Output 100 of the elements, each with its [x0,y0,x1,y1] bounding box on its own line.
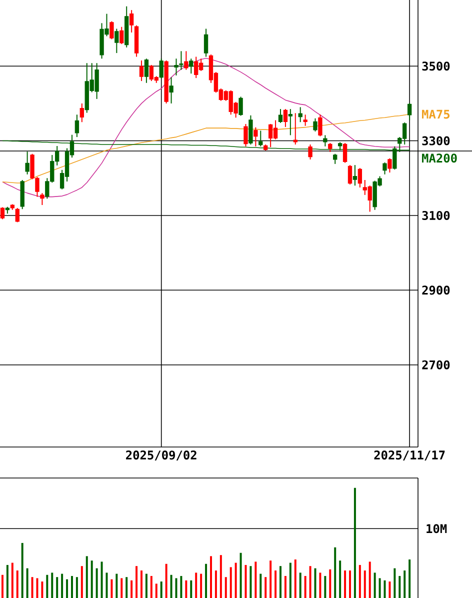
bar [394,568,396,598]
bar [319,572,322,598]
bar [180,576,182,598]
bar [279,566,282,598]
bar [120,578,123,598]
candlestick [388,158,392,174]
bar [234,562,237,598]
bar [214,570,217,598]
bar [160,581,162,598]
bar [374,572,376,598]
bar [1,574,4,598]
bar [299,572,302,598]
bar [304,576,306,598]
candlestick [352,164,358,186]
candlestick [293,112,298,146]
bar [100,562,103,598]
y-tick-label: 3300 [422,136,450,146]
candlestick [40,192,44,206]
y-tick-label: 2900 [422,286,450,295]
bar [220,555,222,598]
bar [398,576,401,598]
candlestick [303,114,308,126]
bar [51,572,54,598]
bar [289,562,292,598]
y-tick-label: 3100 [422,210,450,220]
bar [240,552,242,598]
candlestick [333,153,338,164]
ref-line-label: 10M [426,524,447,534]
bar [274,570,277,598]
bar [6,564,8,598]
bar [200,574,202,598]
candlestick [323,134,328,147]
bar [344,570,346,598]
bar [136,566,138,598]
bar [329,569,332,598]
bar [16,570,18,598]
bar [324,576,326,598]
series-label: MA75 [422,110,450,119]
bar [76,577,78,598]
bar [106,572,108,598]
bar [31,577,34,598]
bar [260,574,262,598]
candlestick [139,60,144,82]
bar [90,560,93,598]
candlestick [80,102,84,123]
candlestick [308,144,312,160]
candlestick [288,108,293,136]
candlestick [204,28,208,58]
bar [11,562,14,598]
bar [130,580,133,598]
bar [254,562,257,598]
series-label: MA200 [422,154,457,163]
bar [41,581,44,598]
bar [404,570,406,598]
bar [110,579,113,598]
candlestick [169,76,174,104]
bar [150,576,152,598]
candlestick [189,58,194,74]
candlestick [407,102,412,121]
bar [96,568,98,598]
candlestick [254,126,258,147]
bar [358,564,361,598]
bar [348,570,351,598]
candlestick [278,108,283,124]
bar [294,559,296,598]
candlestick [342,142,348,164]
bar [190,580,192,598]
bar [26,568,28,598]
bar [86,556,88,598]
candlestick [358,168,362,188]
bar [56,577,58,598]
candlestick [15,208,20,223]
bar [140,570,142,598]
bar [339,560,342,598]
bar [210,556,212,598]
bar [61,574,64,598]
candlestick [382,162,387,175]
x-tick-label: 2025/09/02 [126,450,196,460]
x-tick-label: 2025/11/17 [374,450,445,460]
bar [80,566,83,598]
candlestick [74,114,80,138]
candlestick [283,108,288,128]
candlestick [238,96,243,116]
bar [309,566,312,598]
bar [70,576,73,598]
bar [264,577,267,598]
bar [384,580,386,598]
bar [165,564,168,598]
bar [244,564,247,598]
candlestick [25,151,30,175]
y-tick-label: 2700 [422,360,450,370]
bar [36,578,38,598]
candlestick [318,114,322,137]
candlestick [313,118,318,132]
candlestick [114,28,119,54]
bar [175,578,178,598]
bar [46,574,48,598]
bar [66,579,68,598]
bar [155,584,158,598]
candlestick [144,58,149,84]
